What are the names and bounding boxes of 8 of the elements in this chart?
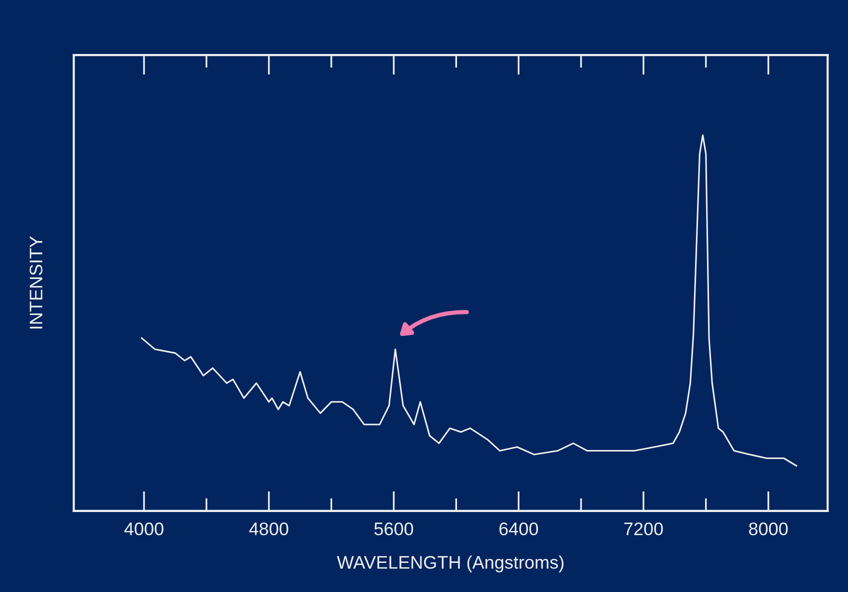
- x-tick-label: 6400: [499, 522, 538, 536]
- x-tick-label: 4000: [124, 522, 164, 536]
- x-tick-label: 7200: [624, 522, 663, 536]
- y-axis-title: INTENSITY: [30, 236, 42, 328]
- x-tick-label: 8000: [749, 522, 788, 536]
- x-tick-label: 5600: [374, 522, 414, 536]
- x-tick-label: 4800: [249, 522, 288, 536]
- x-axis-title: WAVELENGTH (Angstroms): [336, 556, 564, 572]
